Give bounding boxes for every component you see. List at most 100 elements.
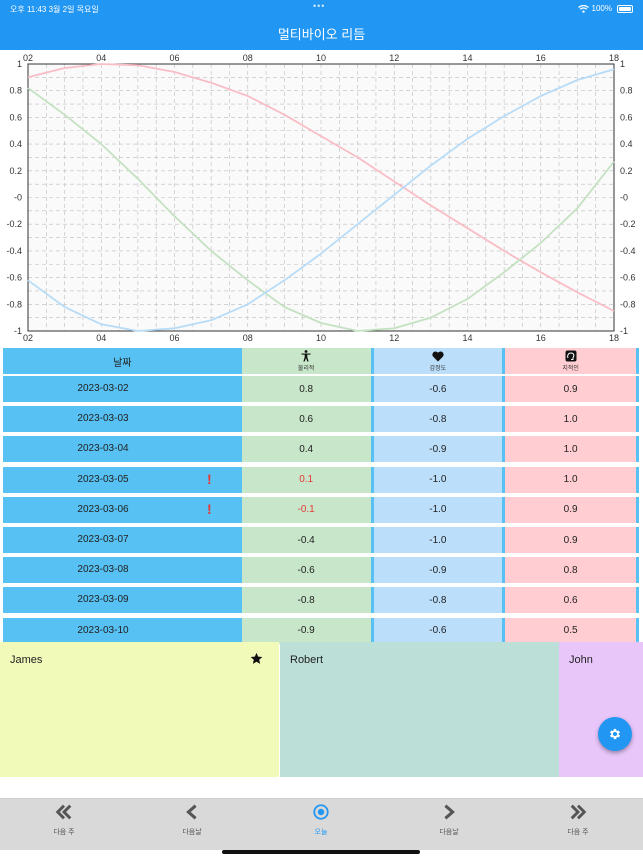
table-row[interactable]: 2023-03-04 0.4 -0.9 1.0 xyxy=(3,436,639,463)
intellectual-value: 0.6 xyxy=(505,587,637,614)
status-time: 오후 11:43 3월 2일 목요일 xyxy=(10,5,99,14)
header-physical[interactable]: 물리적 xyxy=(241,348,371,374)
column-divider xyxy=(636,617,639,644)
person-card[interactable]: Robert xyxy=(280,642,559,777)
nav-label: 다음날 xyxy=(182,829,202,836)
column-divider xyxy=(370,496,374,523)
nav-item-2[interactable]: 오늘 xyxy=(291,803,351,837)
table-row[interactable]: 2023-03-06! -0.1 -1.0 0.9 xyxy=(3,496,639,523)
multitask-dots[interactable]: ••• xyxy=(313,1,326,11)
intellectual-value: 1.0 xyxy=(505,406,637,433)
physical-value: -0.8 xyxy=(241,587,371,614)
date-text: 2023-03-08 xyxy=(77,564,129,576)
table-row[interactable]: 2023-03-03 0.6 -0.8 1.0 xyxy=(3,406,639,433)
emotional-value: -0.9 xyxy=(373,436,503,463)
nav-item-3[interactable]: 다음날 xyxy=(419,803,479,837)
double-chevron-right-icon xyxy=(570,804,587,820)
date-cell: 2023-03-07 xyxy=(3,527,242,553)
bottom-navigation: 다음 주 다음날 오늘 다음날 다음 주 xyxy=(0,798,643,850)
series-line-1 xyxy=(27,87,615,332)
person-card[interactable]: John xyxy=(559,642,643,777)
physical-value: 0.1 xyxy=(241,466,371,493)
column-divider xyxy=(502,466,506,493)
date-cell: 2023-03-06! xyxy=(3,496,242,523)
intellectual-value: 0.9 xyxy=(505,376,637,402)
physical-value: 0.4 xyxy=(241,436,371,463)
nav-label: 오늘 xyxy=(314,829,328,836)
y-tick-label-right: -0 xyxy=(620,193,628,203)
column-divider xyxy=(370,617,374,644)
column-divider xyxy=(502,496,506,523)
column-divider xyxy=(636,376,639,402)
today-circle-icon xyxy=(313,804,329,820)
x-tick-label-top: 12 xyxy=(389,53,399,63)
series-line-0 xyxy=(27,63,615,312)
header-intellectual[interactable]: 지적인 xyxy=(505,348,637,374)
table-row[interactable]: 2023-03-02 0.8 -0.6 0.9 xyxy=(3,376,639,402)
person-name: John xyxy=(569,654,593,666)
x-tick-label-top: 02 xyxy=(23,53,33,63)
column-divider xyxy=(370,376,374,402)
header-emotional[interactable]: 감정도 xyxy=(373,348,503,374)
warning-icon: ! xyxy=(207,470,212,487)
date-cell: 2023-03-08 xyxy=(3,557,242,584)
settings-button[interactable] xyxy=(598,717,632,751)
table-row[interactable]: 2023-03-05! 0.1 -1.0 1.0 xyxy=(3,466,639,493)
wifi-icon xyxy=(577,4,589,13)
column-divider xyxy=(502,348,506,374)
biorhythm-chart: 02 02 04 04 06 06 08 08 10 10 12 12 14 14 16 16 18 18 1 1 0.… xyxy=(0,50,643,342)
date-cell: 2023-03-04 xyxy=(3,436,242,463)
header-date[interactable]: 날짜 xyxy=(3,348,242,374)
column-divider xyxy=(636,557,639,584)
accessibility-icon xyxy=(301,350,311,362)
person-card[interactable]: James xyxy=(0,642,279,777)
intellectual-value: 1.0 xyxy=(505,466,637,493)
nav-item-1[interactable]: 다음날 xyxy=(162,803,222,837)
emotional-value: -0.8 xyxy=(373,587,503,614)
app-header: 오후 11:43 3월 2일 목요일 ••• 100% 멀티바이오 리듬 xyxy=(0,0,643,50)
date-cell: 2023-03-02 xyxy=(3,376,242,402)
y-tick-label-right: -0.8 xyxy=(620,299,636,309)
date-text: 2023-03-04 xyxy=(77,443,129,455)
emotional-value: -0.9 xyxy=(373,557,503,584)
emotional-value: -1.0 xyxy=(373,527,503,553)
intellectual-value: 0.5 xyxy=(505,617,637,644)
date-text: 2023-03-09 xyxy=(77,594,129,606)
table-row[interactable]: 2023-03-08 -0.6 -0.9 0.8 xyxy=(3,557,639,584)
x-tick-label-top: 10 xyxy=(316,53,326,63)
y-tick-label-right: 0.6 xyxy=(620,112,633,122)
physical-value: -0.1 xyxy=(241,496,371,523)
star-icon[interactable] xyxy=(250,652,263,665)
date-text: 2023-03-02 xyxy=(77,383,129,394)
date-text: 2023-03-03 xyxy=(77,413,129,425)
y-tick-label-left: -0.2 xyxy=(6,219,22,229)
y-tick-label-right: -0.6 xyxy=(620,273,636,283)
x-tick-label-bottom: 14 xyxy=(462,333,472,342)
heart-icon xyxy=(432,351,444,361)
double-chevron-left-icon xyxy=(55,804,72,820)
column-divider xyxy=(636,436,639,463)
nav-item-0[interactable]: 다음 주 xyxy=(34,803,94,837)
battery-icon xyxy=(617,4,633,13)
chevron-left-icon xyxy=(186,804,197,820)
y-tick-label-left: 0.8 xyxy=(9,86,22,96)
x-tick-label-bottom: 04 xyxy=(96,333,106,342)
header-date-label: 날짜 xyxy=(113,357,132,369)
y-tick-label-right: 0.2 xyxy=(620,166,633,176)
physical-value: -0.6 xyxy=(241,557,371,584)
page-title: 멀티바이오 리듬 xyxy=(277,27,366,42)
people-cards: James Robert John xyxy=(0,642,643,777)
physical-value: -0.9 xyxy=(241,617,371,644)
table-row[interactable]: 2023-03-07 -0.4 -1.0 0.9 xyxy=(3,527,639,553)
column-divider xyxy=(636,406,639,433)
y-tick-label-right: -0.4 xyxy=(620,246,636,256)
x-tick-label-bottom: 18 xyxy=(609,333,619,342)
table-row[interactable]: 2023-03-10 -0.9 -0.6 0.5 xyxy=(3,617,639,644)
nav-item-4[interactable]: 다음 주 xyxy=(548,803,608,837)
gear-icon xyxy=(609,728,621,740)
y-tick-label-right: -0.2 xyxy=(620,219,636,229)
x-tick-label-top: 14 xyxy=(462,53,472,63)
table-row[interactable]: 2023-03-09 -0.8 -0.8 0.6 xyxy=(3,587,639,614)
